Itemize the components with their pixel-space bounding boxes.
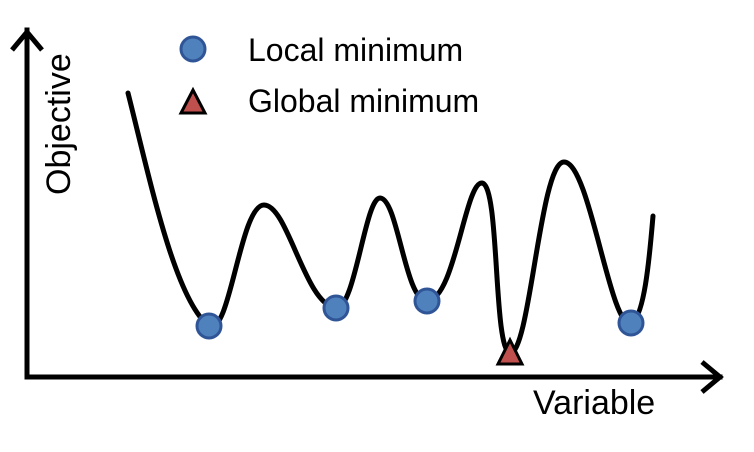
- y-axis-arrowhead: [10, 28, 44, 52]
- legend-global-minimum-label: Global minimum: [248, 83, 479, 119]
- legend-global-minimum-icon: [178, 86, 208, 115]
- local-minimum-marker: [617, 309, 645, 337]
- legend-local-minimum-icon: [179, 35, 207, 63]
- x-axis-label: Variable: [533, 384, 655, 422]
- local-minimum-marker: [413, 287, 441, 315]
- legend-local-minimum-label: Local minimum: [248, 32, 463, 68]
- local-minimum-marker: [195, 312, 223, 340]
- legend: Local minimum Global minimum: [178, 32, 479, 119]
- local-minimum-marker: [322, 294, 350, 322]
- global-minimum-marker: [495, 336, 525, 366]
- local-minima-markers: [195, 287, 645, 340]
- x-axis-arrowhead: [700, 360, 724, 394]
- y-axis-label: Objective: [40, 53, 78, 195]
